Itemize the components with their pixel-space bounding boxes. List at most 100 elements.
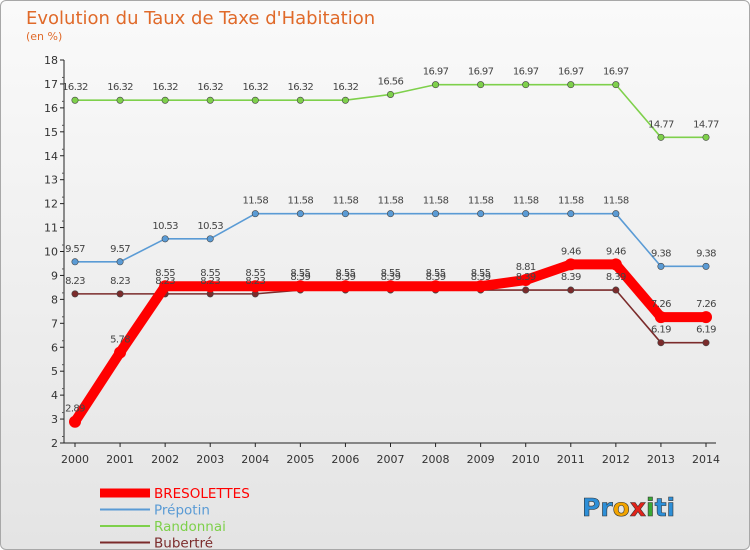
data-point-2: [206, 96, 214, 104]
x-tick-label: 2004: [241, 453, 269, 466]
data-label-0: 8.55: [290, 268, 310, 279]
data-point-0: [114, 346, 127, 359]
logo-letter: x: [630, 493, 646, 522]
y-tick-label: 13: [44, 174, 58, 187]
data-label-0: 8.55: [471, 268, 491, 279]
proxiti-logo: Proxiti: [582, 493, 676, 523]
data-label-3: 8.23: [65, 276, 85, 287]
y-tick-label: 9: [51, 269, 58, 282]
data-label-3: 8.23: [110, 276, 130, 287]
data-label-2: 16.32: [242, 82, 268, 93]
x-tick-label: 2006: [331, 453, 359, 466]
y-tick-label: 18: [44, 54, 58, 67]
data-label-1: 11.58: [513, 196, 539, 207]
data-label-1: 11.58: [468, 196, 494, 207]
data-point-1: [432, 210, 440, 218]
data-point-1: [206, 235, 214, 243]
y-tick-label: 5: [51, 365, 58, 378]
x-tick-label: 2005: [286, 453, 314, 466]
data-label-0: 8.55: [335, 268, 355, 279]
data-point-2: [251, 96, 259, 104]
data-point-1: [116, 258, 124, 266]
x-tick-label: 2014: [692, 453, 720, 466]
data-label-3: 8.23: [155, 276, 175, 287]
data-label-2: 16.32: [152, 82, 178, 93]
data-label-1: 11.58: [378, 196, 404, 207]
data-point-3: [612, 286, 620, 294]
x-tick-label: 2001: [106, 453, 134, 466]
data-point-3: [657, 339, 665, 347]
data-point-2: [161, 96, 169, 104]
data-point-1: [251, 210, 259, 218]
data-point-0: [249, 280, 262, 293]
data-point-3: [567, 286, 575, 294]
data-label-0: 7.26: [696, 299, 716, 310]
data-label-2: 16.32: [333, 82, 359, 93]
legend-label: Randonnai: [154, 519, 226, 535]
logo-letter: r: [600, 493, 613, 522]
data-point-0: [69, 415, 81, 428]
series-layer: [69, 81, 712, 428]
data-point-1: [386, 210, 394, 218]
data-point-1: [296, 210, 304, 218]
data-point-1: [477, 210, 485, 218]
data-point-2: [71, 96, 79, 104]
logo-letter: t: [655, 493, 667, 522]
logo-letter: P: [582, 493, 600, 522]
data-point-2: [657, 133, 665, 141]
y-tick-label: 8: [51, 293, 58, 306]
data-point-1: [567, 210, 575, 218]
legend-label: BRESOLETTES: [154, 486, 250, 502]
data-label-1: 11.58: [558, 196, 584, 207]
data-point-0: [519, 273, 532, 286]
chart-subtitle: (en %): [26, 30, 62, 43]
data-label-2: 14.77: [648, 119, 674, 130]
data-label-2: 16.32: [62, 82, 88, 93]
data-point-3: [702, 339, 710, 347]
data-label-2: 16.97: [513, 67, 539, 78]
data-label-3: 8.39: [426, 272, 446, 283]
data-point-0: [654, 311, 667, 324]
x-tick-label: 2010: [512, 453, 540, 466]
data-label-1: 11.58: [603, 196, 629, 207]
x-tick-label: 2012: [602, 453, 630, 466]
data-point-1: [522, 210, 530, 218]
y-tick-label: 12: [44, 198, 58, 211]
data-point-0: [159, 280, 172, 293]
data-label-3: 8.23: [245, 276, 265, 287]
data-labels: 2.89 5.78 8.55 8.55 8.55 8.55 8.55 8.55 8.55 8.55…: [62, 67, 719, 415]
data-point-2: [116, 96, 124, 104]
data-label-0: 9.46: [606, 246, 626, 257]
data-label-0: 8.55: [426, 268, 446, 279]
x-ticks: 2000 2001 2002 2003 2004 2005 2006 2007 2008 2009…: [61, 443, 720, 466]
data-point-2: [386, 90, 394, 98]
data-label-3: 8.39: [290, 272, 310, 283]
y-tick-label: 14: [44, 150, 58, 163]
data-point-0: [339, 280, 352, 293]
data-label-2: 16.32: [288, 82, 314, 93]
y-tick-label: 6: [51, 341, 58, 354]
data-label-2: 16.32: [197, 82, 223, 93]
data-label-0: 8.55: [381, 268, 401, 279]
data-label-1: 9.57: [110, 244, 130, 255]
x-tick-label: 2007: [377, 453, 405, 466]
data-label-1: 9.38: [696, 248, 716, 259]
data-label-3: 8.39: [516, 272, 536, 283]
data-label-2: 16.56: [378, 76, 404, 87]
data-label-0: 8.55: [155, 268, 175, 279]
data-point-0: [564, 258, 577, 271]
x-tick-label: 2011: [557, 453, 585, 466]
y-tick-label: 16: [44, 102, 58, 115]
data-label-0: 9.46: [561, 246, 581, 257]
data-label-3: 6.19: [651, 325, 671, 336]
data-label-2: 16.97: [423, 67, 449, 78]
data-label-0: 8.55: [200, 268, 220, 279]
y-tick-label: 17: [44, 78, 58, 91]
x-tick-label: 2003: [196, 453, 224, 466]
data-label-3: 8.39: [561, 272, 581, 283]
data-label-2: 14.77: [693, 119, 719, 130]
data-label-1: 11.58: [423, 196, 449, 207]
logo-letter: i: [667, 493, 676, 522]
data-point-0: [429, 280, 442, 293]
